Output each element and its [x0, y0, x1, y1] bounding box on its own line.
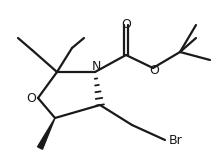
Text: O: O: [121, 17, 131, 31]
Text: N: N: [91, 60, 101, 74]
Text: Br: Br: [169, 134, 183, 146]
Text: O: O: [149, 64, 159, 76]
Text: O: O: [26, 92, 36, 104]
Polygon shape: [37, 118, 55, 149]
